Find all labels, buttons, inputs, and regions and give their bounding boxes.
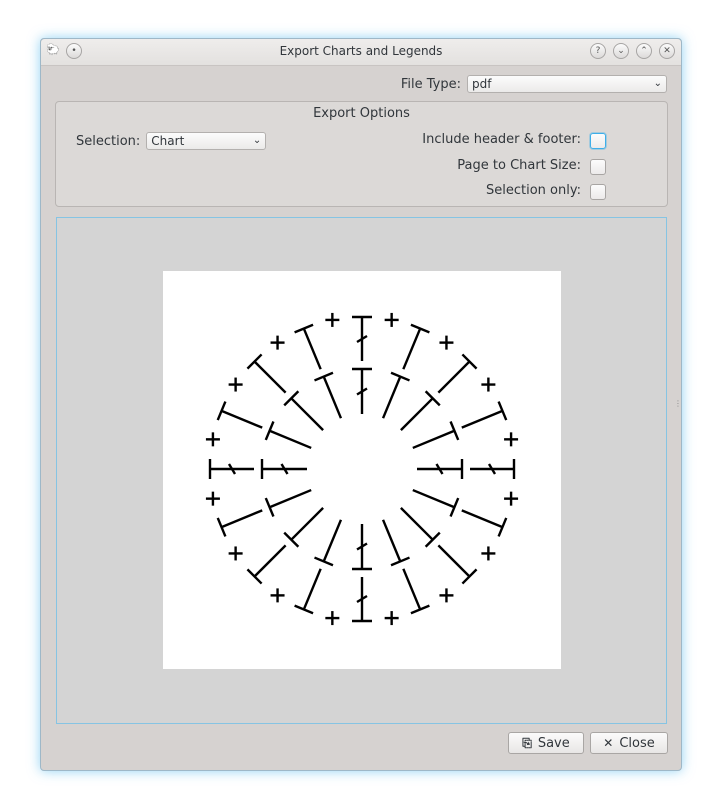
preview-area[interactable] [56, 217, 667, 724]
page-to-chart-size-checkbox[interactable] [590, 159, 606, 175]
pin-button[interactable]: • [66, 43, 82, 59]
outer-stitch-1-post [402, 328, 422, 370]
inner-stitch-15-post [322, 376, 343, 419]
inner-stitch-7-bar [390, 556, 410, 567]
crochet-chart [205, 312, 519, 626]
include-header-footer-checkbox[interactable] [590, 133, 606, 149]
inner-stitch-6-post [400, 507, 434, 541]
inner-stitch-1-post [381, 376, 402, 419]
outer-stitch-11-bar [216, 517, 227, 537]
outer-stitch-2-post [437, 360, 471, 394]
selection-only-label: Selection only: [486, 183, 581, 198]
outer-stitch-3-bar [497, 401, 508, 421]
outer-stitch-12-slash [227, 463, 237, 475]
outer-stitch-6-post [437, 544, 471, 578]
outer-stitch-10-post [253, 544, 287, 578]
close-icon: ✕ [603, 736, 614, 750]
outer-stitch-7-bar [410, 604, 430, 615]
close-label: Close [619, 735, 655, 751]
inner-stitch-9-bar [314, 556, 334, 567]
selection-only-checkbox[interactable] [590, 184, 606, 200]
inner-stitch-8-slash [356, 542, 368, 551]
save-label: Save [537, 735, 570, 751]
inner-stitch-15-bar [314, 371, 334, 382]
inner-stitch-0-slash [356, 387, 368, 396]
export-options-group: Export Options Selection: Chart ⌄ Includ… [55, 101, 668, 207]
selection-select[interactable]: Chart ⌄ [146, 132, 267, 150]
sheep-icon[interactable]: 🐑 [46, 43, 60, 56]
outer-stitch-7-post [402, 568, 422, 610]
chevron-down-icon: ⌄ [653, 78, 662, 89]
outer-stitch-13-post [221, 409, 263, 429]
selection-label: Selection: [76, 133, 141, 149]
inner-stitch-5-bar [449, 497, 460, 517]
file-type-row: File Type: pdf ⌄ [401, 75, 667, 93]
inner-stitch-11-post [269, 488, 312, 509]
inner-stitch-2-bar [424, 390, 441, 407]
outer-stitch-4-slash [487, 463, 497, 475]
outer-stitch-14-bar [246, 353, 263, 370]
file-type-label: File Type: [400, 76, 461, 92]
inner-stitch-7-post [381, 519, 402, 562]
close-button[interactable]: ✕ Close [590, 732, 668, 754]
selection-only-row: Selection only: [486, 183, 581, 198]
inner-stitch-10-bar [283, 531, 300, 548]
inner-stitch-13-post [269, 429, 312, 450]
outer-stitch-15-post [302, 328, 322, 370]
window-title: Export Charts and Legends [279, 44, 443, 58]
inner-stitch-3-post [412, 429, 455, 450]
title-bar[interactable]: 🐑 • Export Charts and Legends ? ⌄ ⌃ ✕ [41, 39, 681, 66]
save-button[interactable]: ⎘ Save [508, 732, 584, 754]
outer-stitch-2-bar [461, 353, 478, 370]
inner-stitch-4-slash [435, 463, 444, 475]
outer-stitch-11-post [221, 509, 263, 529]
maximize-button[interactable]: ⌃ [636, 43, 652, 59]
outer-stitch-5-bar [497, 517, 508, 537]
outer-stitch-0-slash [356, 334, 368, 344]
minimize-button[interactable]: ⌄ [613, 43, 629, 59]
export-options-title: Export Options [313, 106, 410, 121]
chevron-down-icon: ⌄ [252, 135, 262, 146]
outer-stitch-9-bar [294, 604, 314, 615]
file-type-select[interactable]: pdf ⌄ [467, 75, 667, 93]
selection-value: Chart [151, 134, 185, 148]
outer-stitch-1-bar [410, 323, 430, 334]
inner-stitch-9-post [322, 519, 343, 562]
outer-stitch-9-post [302, 568, 322, 610]
file-type-value: pdf [472, 77, 492, 91]
help-button[interactable]: ? [590, 43, 606, 59]
inner-stitch-13-bar [264, 421, 275, 441]
include-header-footer-row: Include header & footer: [422, 132, 581, 147]
outer-stitch-3-post [461, 409, 503, 429]
save-icon: ⎘ [522, 735, 532, 750]
page-to-chart-size-row: Page to Chart Size: [457, 158, 581, 173]
inner-stitch-5-post [412, 488, 455, 509]
include-header-footer-label: Include header & footer: [422, 132, 581, 147]
selection-row: Selection: Chart ⌄ [76, 132, 267, 150]
inner-stitch-2-post [400, 397, 434, 431]
outer-stitch-15-bar [294, 323, 314, 334]
export-dialog: 🐑 • Export Charts and Legends ? ⌄ ⌃ ✕ Fi… [40, 38, 682, 771]
chart-preview-page [163, 271, 561, 669]
inner-stitch-3-bar [449, 421, 460, 441]
inner-stitch-12-slash [280, 463, 289, 475]
inner-stitch-14-bar [283, 390, 300, 407]
outer-stitch-14-post [253, 360, 287, 394]
inner-stitch-10-post [290, 507, 324, 541]
inner-stitch-1-bar [390, 371, 410, 382]
outer-stitch-10-bar [246, 568, 263, 585]
outer-stitch-13-bar [216, 401, 227, 421]
page-to-chart-size-label: Page to Chart Size: [457, 158, 581, 173]
outer-stitch-6-bar [461, 568, 478, 585]
resize-grip-icon[interactable]: ⋮ [674, 399, 682, 408]
inner-stitch-14-post [290, 397, 324, 431]
inner-stitch-11-bar [264, 497, 275, 517]
close-window-button[interactable]: ✕ [659, 43, 675, 59]
inner-stitch-6-bar [424, 531, 441, 548]
outer-stitch-5-post [461, 509, 503, 529]
outer-stitch-8-slash [356, 594, 368, 604]
